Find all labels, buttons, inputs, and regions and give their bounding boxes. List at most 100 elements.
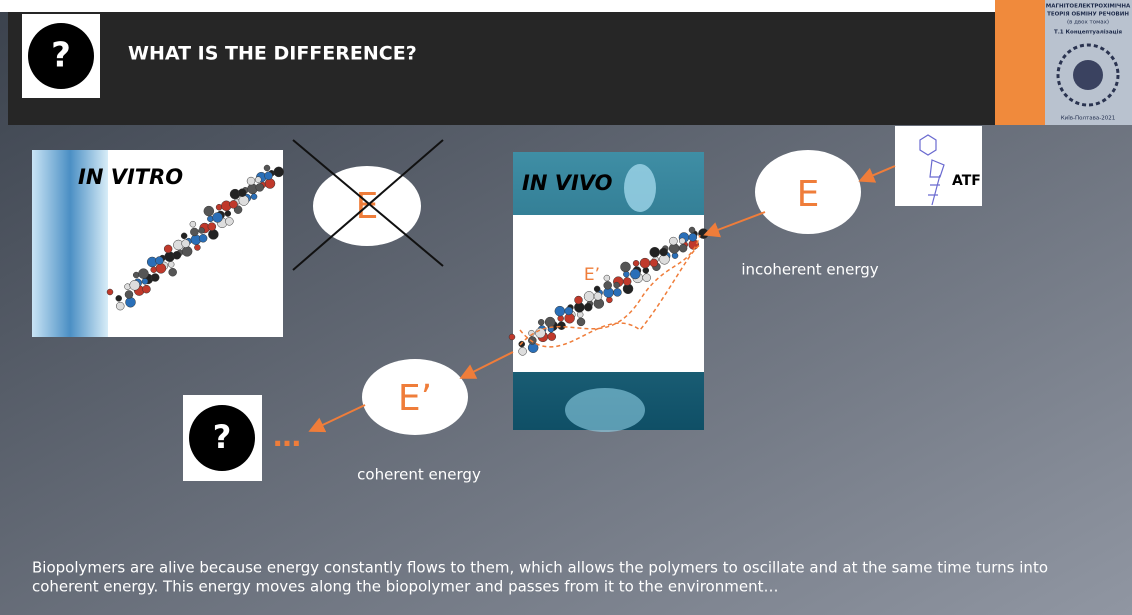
atom	[199, 234, 207, 242]
atom	[548, 333, 556, 341]
slide-title: WHAT IS THE DIFFERENCE?	[128, 43, 417, 65]
atom	[164, 245, 172, 253]
in-vitro-label: IN VITRO	[78, 165, 183, 189]
book-line: (в двох томах)	[1067, 20, 1109, 26]
atom	[251, 194, 257, 200]
atom	[182, 240, 190, 248]
atom	[679, 238, 685, 244]
atom	[577, 318, 585, 326]
atom	[621, 262, 631, 272]
atom	[265, 179, 275, 189]
atom	[181, 233, 187, 239]
book-emblem-core	[1073, 60, 1103, 90]
atom	[604, 281, 612, 289]
atom	[669, 237, 677, 245]
atom	[545, 317, 555, 327]
atom	[538, 319, 544, 325]
header-bar	[8, 12, 998, 125]
atom	[125, 290, 133, 298]
atom	[138, 269, 148, 279]
atom	[116, 295, 122, 301]
atom	[264, 165, 270, 171]
atom	[238, 189, 246, 197]
atom	[660, 248, 668, 256]
atom	[633, 260, 639, 266]
atom	[142, 278, 148, 284]
atom	[623, 277, 631, 285]
atom	[613, 288, 621, 296]
question-mark: ?	[51, 36, 71, 76]
atom	[168, 261, 174, 267]
atom	[689, 233, 697, 241]
atom	[565, 307, 573, 315]
atom	[213, 212, 223, 222]
atom	[594, 292, 602, 300]
atom	[208, 229, 218, 239]
atom	[182, 246, 192, 256]
atom	[558, 322, 566, 330]
atom	[640, 258, 650, 268]
atom	[169, 268, 177, 276]
atom	[614, 282, 620, 288]
atom	[155, 257, 163, 265]
caption: incoherent energy	[741, 261, 878, 279]
footer-text: coherent energy. This energy moves along…	[32, 578, 778, 596]
atom	[650, 259, 658, 267]
atom	[555, 306, 565, 316]
caption: coherent energy	[357, 466, 481, 484]
atom	[650, 247, 660, 257]
slide: ? WHAT IS THE DIFFERENCE? МАГНІТОЕЛЕКТРО…	[0, 0, 1132, 615]
atom	[255, 177, 261, 183]
atf-label: ATF	[952, 173, 981, 189]
atom	[519, 347, 527, 355]
atom	[604, 275, 610, 281]
atom	[199, 228, 205, 234]
book-line: Київ-Полтава-2021	[1061, 116, 1115, 122]
atom	[679, 244, 687, 252]
energy-label: E	[797, 174, 820, 215]
book-line: Т.1 Концептуалізація	[1054, 30, 1123, 36]
atom	[265, 172, 273, 180]
atom	[156, 263, 166, 273]
figure-head	[624, 164, 656, 212]
atom	[630, 269, 640, 279]
dots: …	[273, 420, 301, 453]
atom	[208, 223, 216, 231]
atom	[204, 206, 214, 216]
atom	[190, 228, 198, 236]
atom	[116, 302, 124, 310]
atom	[151, 274, 159, 282]
atom	[256, 183, 264, 191]
question-mark: ?	[213, 418, 232, 456]
atom	[509, 334, 515, 340]
footer-text: Biopolymers are alive because energy con…	[32, 559, 1048, 577]
atom	[689, 227, 695, 233]
atom	[274, 167, 284, 177]
in-vivo-label: IN VIVO	[522, 171, 613, 195]
atom	[190, 221, 196, 227]
atom	[173, 251, 181, 259]
inner-energy-label: E’	[584, 265, 600, 285]
figure-legs	[565, 388, 645, 432]
atom	[643, 274, 651, 282]
atf-image	[895, 126, 982, 206]
atom	[574, 296, 582, 304]
atom	[584, 303, 592, 311]
book-line: МАГНІТОЕЛЕКТРОХІМІЧНА	[1046, 4, 1131, 10]
atom	[225, 217, 233, 225]
atom	[584, 291, 594, 301]
atom	[230, 200, 238, 208]
atom	[130, 280, 140, 290]
atom	[528, 336, 536, 344]
atom	[594, 286, 600, 292]
book-spine	[995, 0, 1045, 125]
atom	[107, 289, 113, 295]
atom	[125, 297, 135, 307]
energy-label: E’	[398, 378, 432, 419]
atom	[194, 244, 200, 250]
atom	[247, 177, 255, 185]
atom	[142, 285, 150, 293]
atom	[239, 195, 249, 205]
book-line: ТЕОРІЯ ОБМІНУ РЕЧОВИН	[1047, 12, 1129, 18]
atom	[225, 211, 231, 217]
